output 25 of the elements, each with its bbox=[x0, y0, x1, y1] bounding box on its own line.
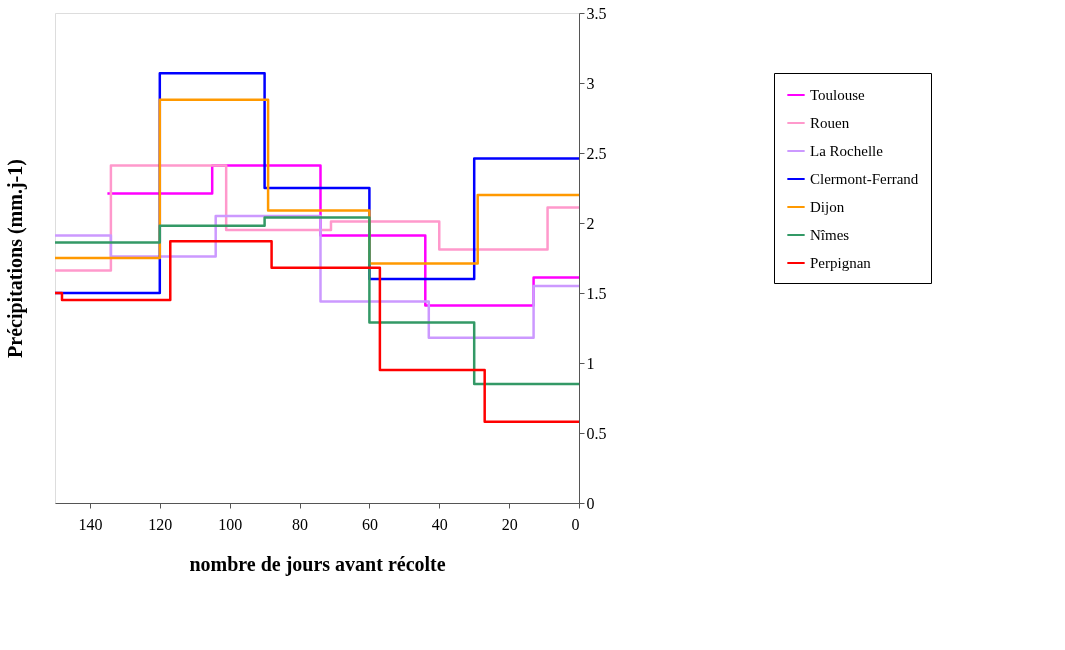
legend-label: Dijon bbox=[810, 199, 845, 215]
x-tick-label: 0 bbox=[571, 515, 580, 533]
x-tick-label: 100 bbox=[218, 515, 243, 533]
y-tick-label: 3 bbox=[586, 74, 595, 92]
x-tick-label: 140 bbox=[78, 515, 103, 533]
y-tick-label: 1 bbox=[586, 354, 595, 372]
y-tick-label: 3.5 bbox=[586, 4, 607, 22]
legend-label: Perpignan bbox=[810, 255, 872, 271]
x-tick-label: 20 bbox=[501, 515, 518, 533]
y-tick-label: 2.5 bbox=[586, 144, 607, 162]
y-tick-label: 0 bbox=[586, 494, 595, 512]
legend-label: Rouen bbox=[810, 115, 850, 131]
x-tick-label: 40 bbox=[431, 515, 448, 533]
x-tick-label: 80 bbox=[292, 515, 309, 533]
legend-label: Toulouse bbox=[810, 87, 866, 103]
y-tick-label: 1.5 bbox=[586, 284, 607, 302]
y-tick-label: 2 bbox=[586, 214, 595, 232]
x-tick-label: 120 bbox=[148, 515, 173, 533]
legend-label: Nîmes bbox=[810, 227, 850, 243]
x-axis-title: nombre de jours avant récolte bbox=[189, 552, 446, 576]
legend-label: Clermont-Ferrand bbox=[810, 171, 919, 187]
y-axis-title: Précipitations (mm.j-1) bbox=[3, 159, 27, 358]
y-tick-label: 0.5 bbox=[586, 424, 607, 442]
legend-label: La Rochelle bbox=[810, 143, 884, 159]
x-tick-label: 60 bbox=[361, 515, 378, 533]
